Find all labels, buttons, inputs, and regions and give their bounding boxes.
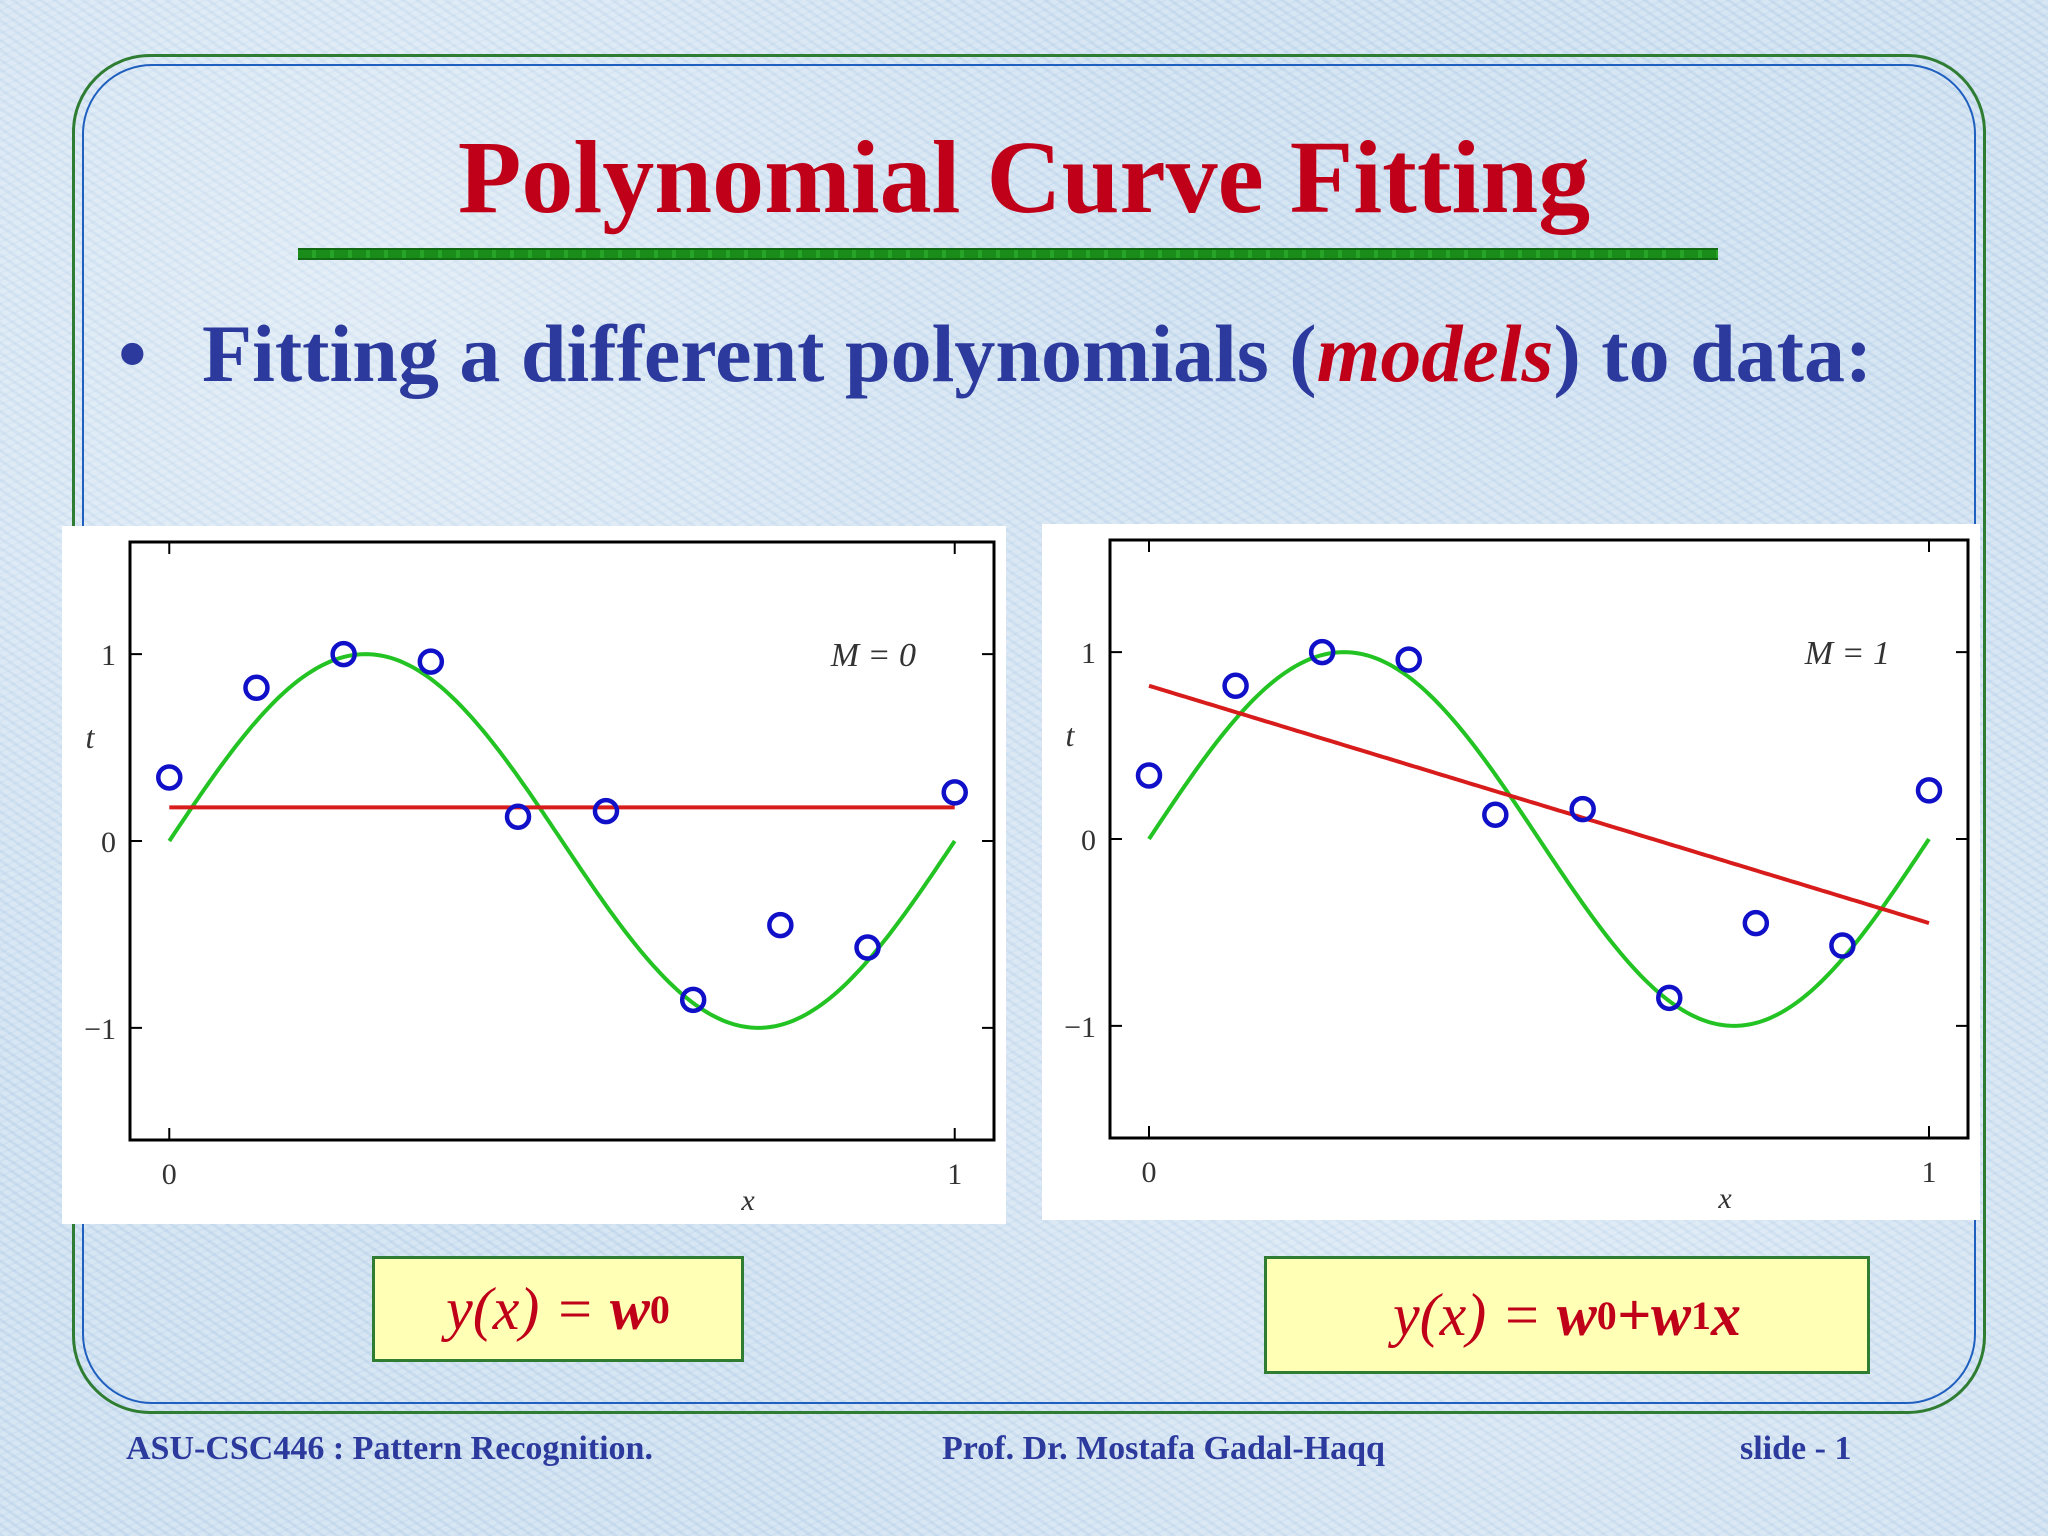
m1-data-point: [1482, 801, 1509, 828]
m0-data-point: [592, 797, 620, 825]
bullet-text-end: ) to data:: [1553, 308, 1873, 399]
m0-sine-curve: [167, 652, 957, 1030]
m1-data-point: [1656, 984, 1683, 1012]
equation-m1-plus: +: [1616, 1281, 1651, 1348]
title-underline: [298, 248, 1718, 260]
m1-ytick-label: 1: [1081, 637, 1096, 670]
footer-author: Prof. Dr. Mostafa Gadal-Haqq: [942, 1430, 1385, 1467]
m1-data-point: [1915, 777, 1943, 804]
bullet-text: Fitting a different polynomials (models)…: [202, 300, 1922, 408]
m1-fit-line: [1148, 683, 1930, 926]
m0-data-point: [243, 674, 270, 702]
equation-m1-w0: w: [1556, 1281, 1597, 1348]
slide-title: Polynomial Curve Fitting: [457, 120, 1591, 235]
plot-panel-m1: 0 1 1 0 −1 x t M = 1: [1042, 524, 1980, 1220]
equation-m1-w0-sub: 0: [1596, 1292, 1617, 1338]
m1-xlabel: x: [1717, 1182, 1732, 1215]
equation-m1: y(x) = w 0 + w 1 x: [1264, 1256, 1870, 1374]
m1-xtick-label: 1: [1922, 1156, 1937, 1189]
m0-data-point: [679, 986, 707, 1014]
m1-ytick-label: −1: [1064, 1011, 1096, 1044]
m0-annotation: M = 0: [830, 637, 916, 674]
m1-ylabel: t: [1066, 717, 1076, 753]
equation-m0-w: w: [609, 1275, 650, 1342]
plot-m0: 0 1 1 0 −1 x t M = 0: [84, 540, 996, 1217]
footer-course: ASU-CSC446 : Pattern Recognition.: [126, 1430, 653, 1467]
m0-data-point: [854, 934, 881, 961]
m1-data-point: [1569, 795, 1596, 823]
plot-m1: 0 1 1 0 −1 x t M = 1: [1064, 538, 1970, 1215]
equation-m1-w1-sub: 1: [1690, 1292, 1711, 1338]
equation-m1-lhs: y(x) =: [1393, 1281, 1542, 1348]
m1-data-point: [1308, 638, 1336, 666]
m0-data-point: [941, 779, 968, 806]
m1-data-point: [1135, 762, 1163, 789]
m0-data-point: [504, 803, 532, 830]
m1-data-point: [1742, 909, 1770, 937]
equation-m0-w-sub: 0: [649, 1286, 670, 1332]
m1-data-point: [1829, 932, 1856, 959]
m0-data-point: [156, 764, 183, 791]
m0-ytick-label: −1: [84, 1013, 116, 1046]
plot-panel-m0: 0 1 1 0 −1 x t M = 0: [62, 526, 1006, 1224]
m0-data-point: [330, 640, 357, 668]
m0-xlabel: x: [740, 1184, 755, 1217]
m0-ytick-label: 1: [101, 639, 116, 672]
m1-data-point: [1222, 672, 1249, 700]
m1-sine-curve: [1147, 650, 1931, 1028]
bullet-text-start: Fitting a different polynomials (: [202, 308, 1317, 399]
m0-ylabel: t: [86, 719, 96, 755]
m0-data-point: [417, 648, 445, 675]
m1-data-point: [1395, 646, 1422, 673]
footer-slide-number: slide - 1: [1740, 1430, 1852, 1467]
bullet-icon: •: [118, 308, 147, 399]
m1-ytick-label: 0: [1081, 824, 1096, 857]
equation-m1-w1: w: [1650, 1281, 1691, 1348]
m0-ytick-label: 0: [101, 826, 116, 859]
m0-xtick-label: 1: [947, 1158, 962, 1191]
equation-m0-lhs: y(x) =: [446, 1275, 595, 1342]
m0-xtick-label: 0: [162, 1158, 177, 1191]
equation-m1-x: x: [1710, 1281, 1741, 1348]
m1-annotation: M = 1: [1804, 635, 1890, 672]
m1-xtick-label: 0: [1142, 1156, 1157, 1189]
m0-data-point: [767, 911, 794, 939]
bullet-text-emphasis: models: [1316, 308, 1554, 399]
